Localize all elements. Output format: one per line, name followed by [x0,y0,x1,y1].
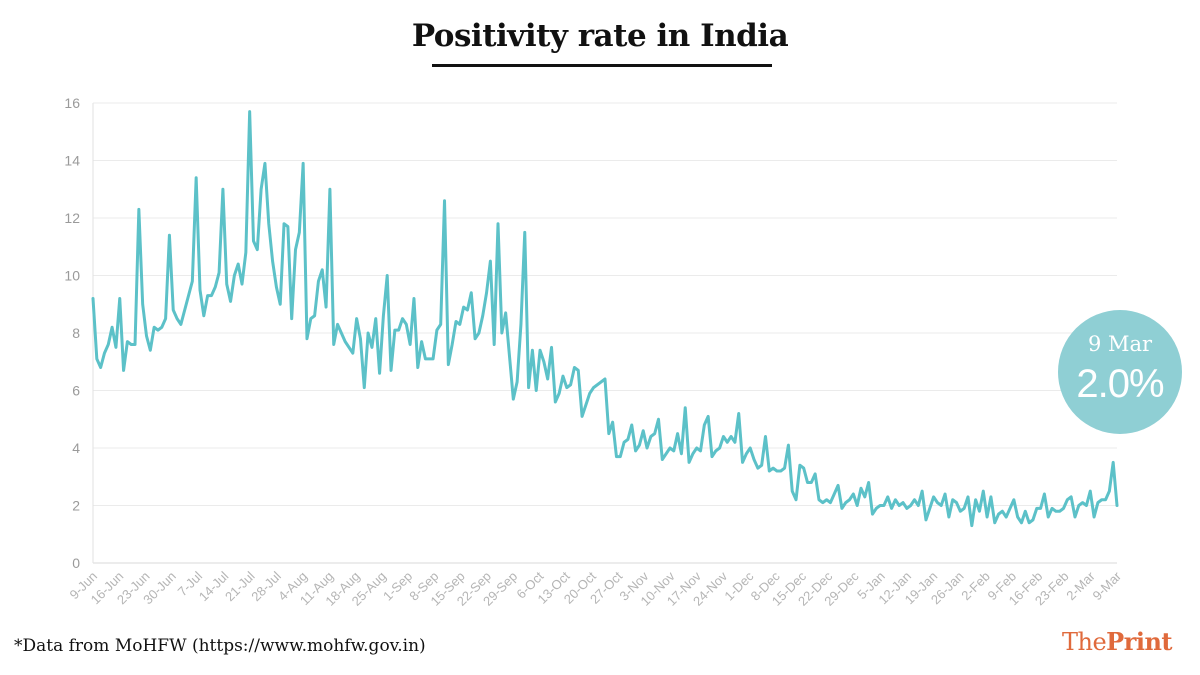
x-tick-label: 1-Sep [380,569,415,604]
x-axis-ticks: 9-Jun16-Jun23-Jun30-Jun7-Jul14-Jul21-Jul… [67,568,1125,609]
logo-print: Print [1106,627,1172,656]
chart-title: Positivity rate in India [411,18,789,54]
y-tick-label: 4 [72,440,80,456]
y-tick-label: 16 [64,95,80,111]
y-tick-label: 0 [72,555,80,571]
y-tick-label: 12 [64,210,80,226]
y-tick-label: 8 [72,325,80,341]
badge-value: 2.0% [1076,362,1164,406]
series-layer [91,110,1119,528]
badge-date: 9 Mar [1087,332,1153,356]
y-tick-label: 6 [72,383,80,399]
source-note: *Data from MoHFW (https://www.mohfw.gov.… [14,636,426,656]
y-tick-label: 14 [64,153,80,169]
y-tick-label: 10 [64,268,80,284]
x-tick-label: 9-Mar [1090,568,1125,603]
y-axis-ticks: 0 2 4 6 8 10 12 14 16 [64,95,80,571]
x-tick-label: 28-Jul [248,568,284,604]
title-underline [432,64,772,67]
x-tick-label: 2-Feb [958,569,993,604]
y-tick-label: 2 [72,498,80,514]
latest-value-badge: 9 Mar 2.0% [1058,310,1182,434]
x-tick-label: 2-Mar [1063,568,1098,603]
theprint-logo: ThePrint [1061,627,1173,656]
logo-the: The [1061,628,1107,656]
positivity-series-line [91,110,1119,528]
